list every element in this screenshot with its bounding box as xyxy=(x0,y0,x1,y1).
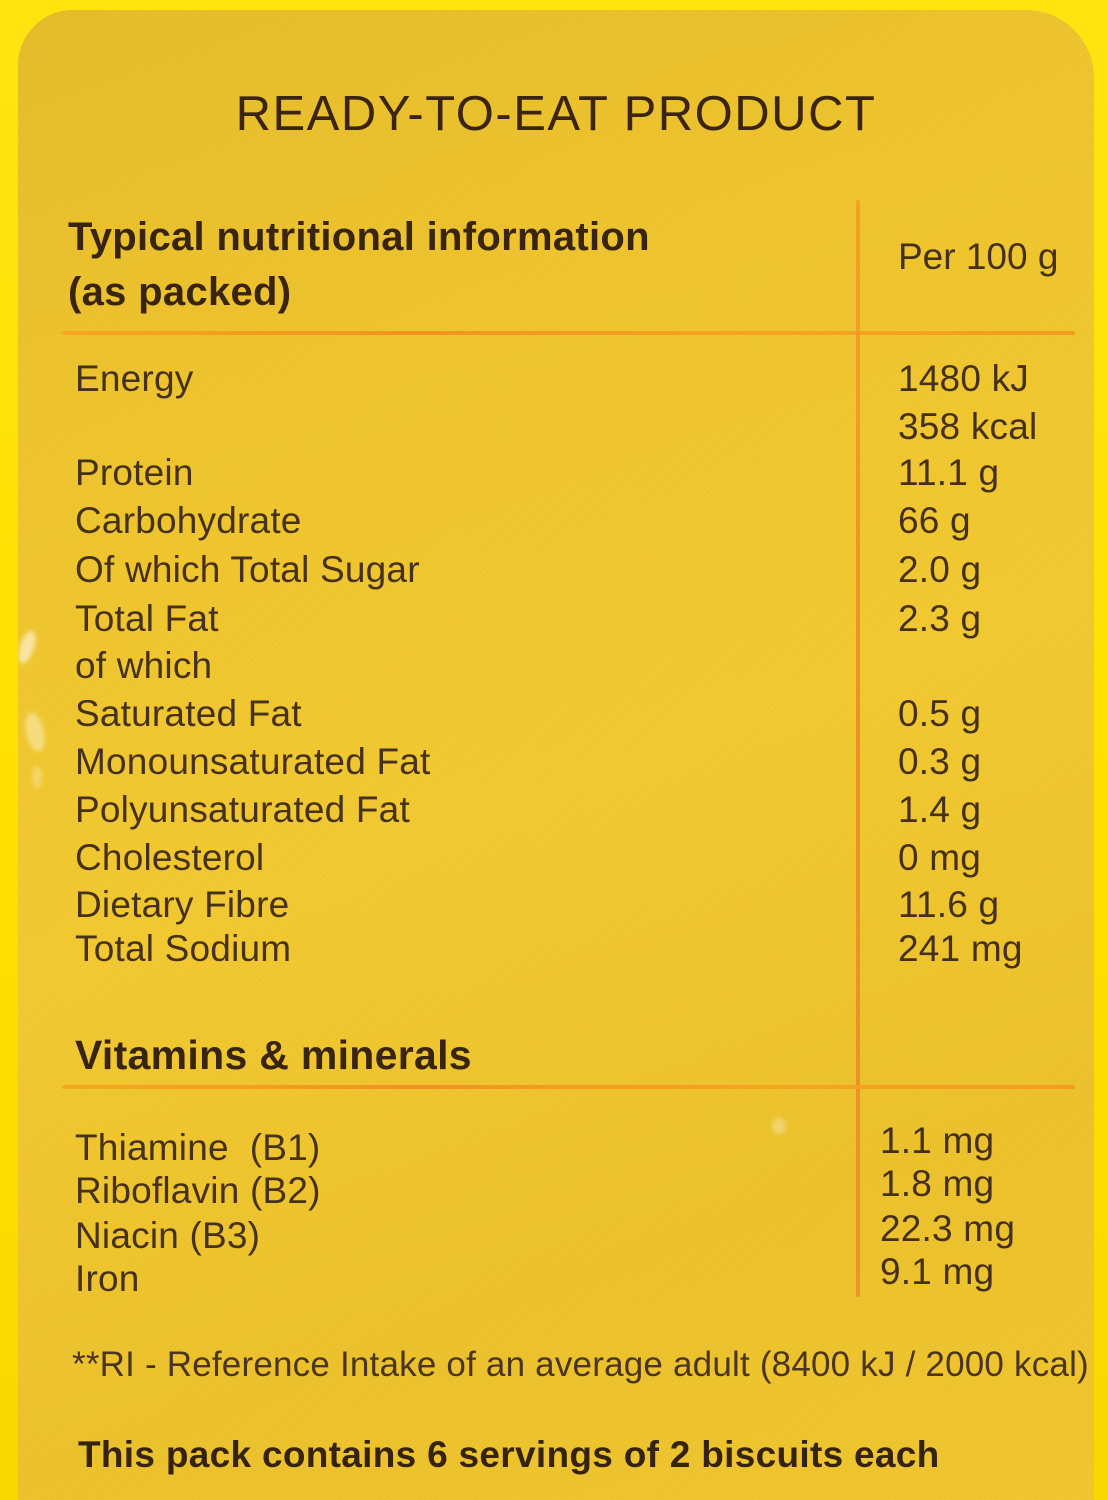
vitamins-section-heading: Vitamins & minerals xyxy=(75,1032,472,1078)
vitamin-label: Iron xyxy=(75,1258,140,1299)
nutrient-value: 241 mg xyxy=(898,928,1023,969)
nutrient-label: Of which Total Sugar xyxy=(75,549,420,590)
nutrition-label-panel: READY-TO-EAT PRODUCT Typical nutritional… xyxy=(18,10,1094,1500)
nutrient-label: Energy xyxy=(75,358,194,399)
nutrient-label: Monounsaturated Fat xyxy=(75,741,431,782)
scuff-mark xyxy=(32,766,42,788)
nutrient-value: 2.3 g xyxy=(898,598,982,639)
vitamin-value: 1.8 mg xyxy=(880,1163,995,1204)
vitamin-value: 22.3 mg xyxy=(880,1208,1016,1249)
nutrient-value: 1480 kJ xyxy=(898,358,1029,399)
nutrient-value: 11.1 g xyxy=(898,452,1000,493)
vitamin-value: 1.1 mg xyxy=(880,1120,995,1161)
nutrient-value: 66 g xyxy=(898,500,971,541)
nutrient-label: of which xyxy=(75,645,213,686)
nutrient-label: Polyunsaturated Fat xyxy=(75,789,410,830)
page-title: READY-TO-EAT PRODUCT xyxy=(235,87,877,141)
nutrient-label: Protein xyxy=(75,452,194,493)
nutrient-value: 0.3 g xyxy=(898,741,982,782)
nutrient-label: Dietary Fibre xyxy=(75,884,290,925)
nutrient-label: Total Sodium xyxy=(75,928,292,969)
vitamin-label: Riboflavin (B2) xyxy=(75,1170,321,1211)
nutrient-value: 0.5 g xyxy=(898,693,982,734)
header-divider-rule xyxy=(62,331,1075,335)
vitamins-divider-rule xyxy=(62,1085,1075,1089)
vitamin-value: 9.1 mg xyxy=(880,1251,995,1292)
nutrient-value: 0 mg xyxy=(898,837,982,878)
pack-servings-info: This pack contains 6 servings of 2 biscu… xyxy=(78,1434,940,1475)
nutrient-value: 2.0 g xyxy=(898,549,982,590)
nutrient-label: Carbohydrate xyxy=(75,500,302,541)
nutrient-value: 358 kcal xyxy=(898,406,1038,447)
scuff-mark xyxy=(772,1118,786,1134)
scuff-mark xyxy=(22,710,48,754)
column-divider-rule xyxy=(856,200,860,1297)
nutrient-label: Saturated Fat xyxy=(75,693,302,734)
nutrient-label: Total Fat xyxy=(75,598,219,639)
nutrient-value: 11.6 g xyxy=(898,884,1000,925)
vitamin-label: Thiamine (B1) xyxy=(75,1127,321,1168)
nutrition-table-heading-line1: Typical nutritional information xyxy=(68,215,650,259)
vitamin-label: Niacin (B3) xyxy=(75,1215,261,1256)
nutrition-table-heading: Typical nutritional information (as pack… xyxy=(68,210,650,320)
nutrient-value: 1.4 g xyxy=(898,789,982,830)
per-100g-column-header: Per 100 g xyxy=(898,236,1059,277)
nutrition-table-heading-line2: (as packed) xyxy=(68,270,292,315)
scuff-mark xyxy=(18,628,39,666)
nutrient-label: Cholesterol xyxy=(75,837,265,878)
reference-intake-footnote: **RI - Reference Intake of an average ad… xyxy=(72,1345,1089,1384)
